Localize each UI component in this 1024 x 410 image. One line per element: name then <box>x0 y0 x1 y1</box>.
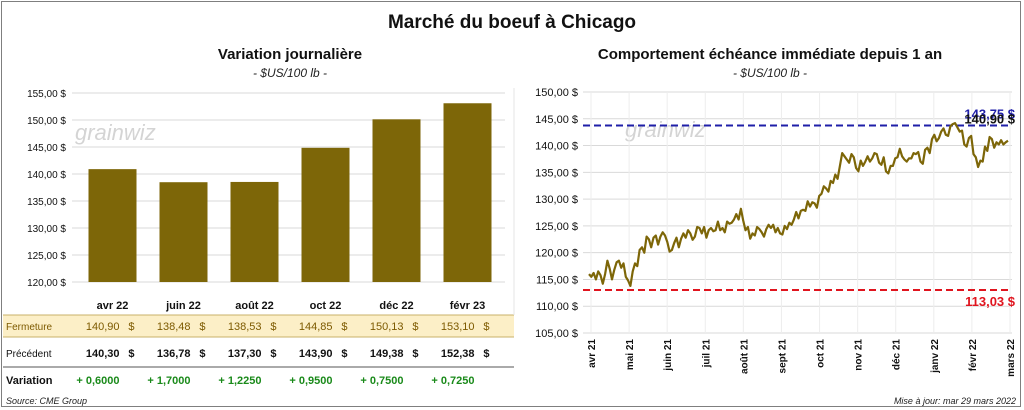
bar <box>230 181 279 282</box>
bar-y-tick-label: 120,00 $ <box>27 278 66 289</box>
table-cell-unit: $ <box>128 348 134 360</box>
table-cell-unit: $ <box>341 321 347 333</box>
table-cell: 140,90 <box>86 321 120 333</box>
bar <box>88 169 137 282</box>
table-cell-unit: $ <box>412 321 418 333</box>
line-x-tick-label: sept 21 <box>777 339 788 374</box>
watermark-right: grainwiz <box>625 117 706 142</box>
table-cell: 138,53 <box>228 321 262 333</box>
line-x-tick-label: mars 22 <box>1006 339 1017 377</box>
table-cell-unit: $ <box>128 321 134 333</box>
table-cell-unit: $ <box>483 348 489 360</box>
table-cell-unit: $ <box>341 348 347 360</box>
table-cell-unit: $ <box>199 348 205 360</box>
table-cell: 140,30 <box>86 348 120 360</box>
line-y-tick-label: 120,00 $ <box>535 248 578 260</box>
table-cell-unit: $ <box>483 321 489 333</box>
line-x-tick-label: oct 21 <box>816 339 827 368</box>
line-x-tick-label: nov 21 <box>854 339 865 371</box>
line-x-tick-label: mai 21 <box>625 339 636 371</box>
line-chart-title: Comportement échéance immédiate depuis 1… <box>597 46 943 63</box>
table-cell: 150,13 <box>370 321 404 333</box>
table-cell: 137,30 <box>228 348 262 360</box>
bar-y-tick-label: 155,00 $ <box>27 89 66 100</box>
line-y-tick-label: 125,00 $ <box>535 221 578 233</box>
line-y-tick-label: 145,00 $ <box>535 114 578 126</box>
table-cell-unit: $ <box>199 321 205 333</box>
update-note: Mise à jour: mar 29 mars 2022 <box>893 396 1016 406</box>
bar-x-tick-label: août 22 <box>235 300 274 312</box>
line-y-tick-label: 115,00 $ <box>536 274 578 286</box>
bar-y-tick-label: 125,00 $ <box>27 251 66 262</box>
line-y-tick-label: 110,00 $ <box>536 301 578 313</box>
bar-x-tick-label: déc 22 <box>379 300 413 312</box>
table-cell: 144,85 <box>299 321 333 333</box>
table-cell: + 0,7250 <box>431 375 474 387</box>
table-cell: + 0,6000 <box>76 375 119 387</box>
line-x-tick-label: juin 21 <box>663 339 674 372</box>
bar <box>159 182 208 282</box>
table-row-label: Précédent <box>6 349 52 360</box>
bar <box>301 147 350 282</box>
bar-chart-subtitle: - $US/100 lb - <box>252 66 328 80</box>
line-y-tick-label: 140,00 $ <box>535 141 578 153</box>
line-x-tick-label: août 21 <box>739 339 750 374</box>
bar-y-tick-label: 145,00 $ <box>27 143 66 154</box>
source-note: Source: CME Group <box>6 396 88 406</box>
last-price-label: 140,90 $ <box>964 112 1015 127</box>
line-x-tick-label: juil 21 <box>701 339 712 369</box>
line-chart-subtitle: - $US/100 lb - <box>732 66 808 80</box>
bar <box>372 119 421 282</box>
table-cell: + 0,7500 <box>360 375 403 387</box>
table-cell: 138,48 <box>157 321 191 333</box>
bar-x-tick-label: juin 22 <box>165 300 201 312</box>
bar-chart-title: Variation journalière <box>217 46 363 63</box>
bar-x-tick-label: oct 22 <box>310 300 342 312</box>
table-row-label: Variation <box>6 375 53 387</box>
line-y-tick-label: 105,00 $ <box>535 328 578 340</box>
closing-row-band <box>3 315 514 337</box>
table-cell: 152,38 <box>441 348 475 360</box>
line-y-tick-label: 130,00 $ <box>535 194 578 206</box>
table-cell: + 0,9500 <box>289 375 332 387</box>
bar <box>443 103 492 282</box>
table-cell-unit: $ <box>270 321 276 333</box>
watermark-left: grainwiz <box>75 120 156 145</box>
line-x-tick-label: déc 21 <box>892 339 903 371</box>
line-x-tick-label: avr 21 <box>587 339 598 368</box>
line-x-tick-label: févr 22 <box>968 339 979 372</box>
table-cell: 153,10 <box>441 321 475 333</box>
table-cell-unit: $ <box>412 348 418 360</box>
table-cell: + 1,7000 <box>147 375 190 387</box>
reference-line-label: 143,75 $ <box>964 106 1015 121</box>
bar-y-tick-label: 150,00 $ <box>27 116 66 127</box>
table-row-label: Fermeture <box>6 322 53 333</box>
reference-line-label: 113,03 $ <box>965 294 1016 309</box>
bar-y-tick-label: 130,00 $ <box>27 224 66 235</box>
page-title: Marché du boeuf à Chicago <box>387 12 637 33</box>
table-cell-unit: $ <box>270 348 276 360</box>
bar-x-tick-label: févr 23 <box>450 300 485 312</box>
table-cell: + 1,2250 <box>218 375 261 387</box>
table-cell: 136,78 <box>157 348 191 360</box>
table-cell: 143,90 <box>299 348 333 360</box>
price-series-line <box>588 121 1009 287</box>
line-y-tick-label: 150,00 $ <box>535 87 578 99</box>
table-cell: 149,38 <box>370 348 404 360</box>
bar-y-tick-label: 140,00 $ <box>27 170 66 181</box>
bar-x-tick-label: avr 22 <box>97 300 129 312</box>
line-y-tick-label: 135,00 $ <box>535 167 578 179</box>
bar-y-tick-label: 135,00 $ <box>27 197 66 208</box>
line-x-tick-label: janv 22 <box>930 339 941 374</box>
